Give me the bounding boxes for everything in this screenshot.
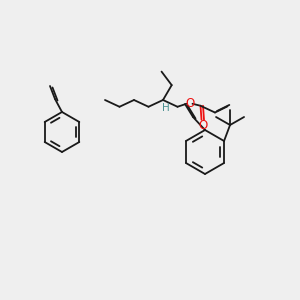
Text: H: H [162,103,170,113]
Text: O: O [198,119,208,132]
Text: O: O [185,97,194,110]
